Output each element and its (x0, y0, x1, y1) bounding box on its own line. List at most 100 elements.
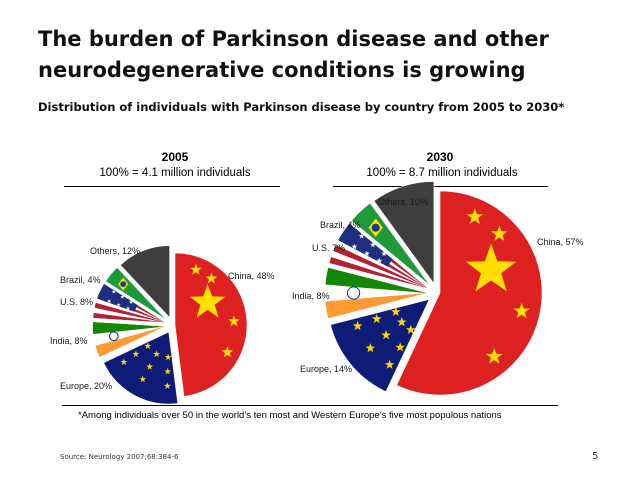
pie-2005-china-small-star (205, 272, 218, 284)
pie-2030-us-star (358, 232, 365, 239)
pie-2030-china-small-star (491, 225, 508, 241)
pie-2005-slice-china (174, 252, 248, 397)
pie-2030-u-s-pattern (329, 223, 429, 289)
pie-2005 (92, 245, 248, 405)
chart-subtitle: Distribution of individuals with Parkins… (38, 100, 565, 114)
pie-2030-india-band (325, 284, 427, 302)
pie-2005-slice-brazil (105, 266, 167, 321)
pie-2030-slice-others (373, 181, 435, 285)
pie-2030-europe-pattern (352, 306, 416, 369)
pie-2005-china-pattern (189, 263, 240, 358)
pie-2005-total: 100% = 4.1 million individuals (99, 167, 251, 179)
pie-2030-us-stripe (333, 245, 429, 289)
pie-2005-us-star (107, 299, 112, 303)
pie-2030-us-star (376, 257, 383, 264)
pie-2030-slice-brazil (351, 202, 431, 286)
pie-2030-label-china: China, 57% (537, 237, 584, 247)
pie-2030-label-europe: Europe, 14% (300, 364, 352, 374)
pie-2005-label-india: India, 8% (50, 336, 88, 346)
pie-2005-india-pattern (92, 321, 165, 358)
pie-2030-year: 2030 (426, 150, 454, 164)
pie-2005-us-star (129, 300, 134, 304)
pie-2030-us-canton (336, 223, 393, 267)
pie-2030-china-small-star (486, 348, 503, 364)
pie-2005-europe-star (139, 375, 147, 383)
pie-2030-india-pattern (325, 267, 427, 319)
pie-2030-europe-star (384, 359, 395, 369)
pie-2030-india-band (325, 293, 427, 319)
pie-2005-slice-europe (103, 331, 179, 405)
pie-2005-europe-star (164, 353, 172, 361)
pie-2030-slice-europe (330, 298, 430, 393)
pie-2005-india-band (93, 326, 165, 346)
footnote: *Among individuals over 50 in the world’… (78, 410, 502, 421)
pie-2005-us-star (120, 294, 125, 299)
pie-2005-us-star (116, 302, 121, 307)
pie-2005-europe-star (120, 358, 128, 365)
pie-2005-europe-star (153, 350, 160, 357)
pie-2030-europe-star (371, 313, 382, 324)
pie-2030-label-others: Others, 10% (378, 197, 428, 207)
pie-2030-us-stripe (329, 256, 429, 289)
pie-2030-europe-star (365, 343, 376, 353)
pie-2030-china-pattern (465, 208, 530, 364)
pie-2005-us-star (125, 306, 130, 311)
pie-2030-china-small-star (513, 302, 530, 319)
pie-2030-brazil-pattern (368, 218, 383, 237)
pie-2030-label-brazil: Brazil, 4% (320, 220, 361, 230)
pie-2030-us-star (351, 243, 358, 250)
pie-2005-brazil-globe (120, 281, 127, 287)
pie-2005-europe-pattern (120, 342, 172, 389)
pie-2005-us-star (111, 289, 116, 294)
pie-2005-rule (64, 186, 280, 187)
pie-2030-label-u-s: U.S. 7% (312, 243, 345, 253)
pie-2030-china-small-star (466, 208, 484, 224)
pie-2030-europe-star (405, 324, 416, 334)
pie-2005-europe-star (146, 363, 154, 370)
pie-2030-us-star (370, 241, 376, 248)
pie-2005-india-band (95, 326, 165, 358)
pie-2005-label-brazil: Brazil, 4% (60, 275, 101, 285)
pie-2030-india-wheel (346, 286, 361, 300)
pie-2005-china-small-star (221, 346, 234, 358)
pie-2030-brazil-globe (371, 223, 380, 232)
pie-2030-us-stripe (335, 239, 429, 289)
pie-2005-us-canton (95, 283, 138, 312)
pie-2005-label-u-s: U.S. 8% (60, 297, 93, 307)
pie-2005-india-band (92, 321, 165, 335)
slide-title: The burden of Parkinson disease and othe… (38, 27, 549, 82)
pie-2005-europe-star (144, 342, 152, 349)
pie-2005-year: 2005 (161, 150, 189, 164)
pie-2005-us-stripe (93, 307, 165, 323)
pie-2005-india-wheel (108, 331, 119, 342)
pie-2005-europe-star (132, 350, 140, 357)
pie-2030-india-band (325, 267, 427, 293)
pie-2005-china-small-star (228, 315, 240, 327)
footnote-rule (62, 405, 558, 406)
pie-2030-rule (333, 186, 548, 187)
pie-2005-europe-star (164, 368, 172, 375)
pie-2030-europe-star (352, 321, 363, 331)
pie-2030-slice-china (396, 190, 543, 396)
pie-2030-europe-star (396, 317, 407, 327)
pie-2005-label-others: Others, 12% (90, 246, 140, 256)
pie-2030-europe-star (391, 306, 401, 316)
pie-2030-label-india: India, 8% (292, 291, 330, 301)
pie-2005-slice-others (119, 245, 170, 319)
pie-2005-brazil-pattern (118, 277, 129, 291)
pie-2005-us-stripe (93, 312, 165, 323)
pie-2030-us-stripe (331, 250, 429, 289)
page-number: 5 (592, 451, 599, 462)
pie-2005-europe-star (164, 382, 171, 389)
pie-2005-u-s-pattern (93, 283, 165, 323)
pie-2030-total: 100% = 8.7 million individuals (366, 167, 518, 179)
pie-2030 (324, 181, 543, 396)
pie-2030-china-big-star (465, 243, 517, 292)
pie-2005-label-europe: Europe, 20% (60, 381, 112, 391)
pie-2030-us-star (363, 250, 370, 257)
pie-2005-china-big-star (189, 283, 226, 318)
source-citation: Source: Neurology 2007;68:384-6 (60, 453, 179, 461)
pie-2005-china-small-star (190, 263, 202, 275)
pie-2030-us-star (381, 250, 387, 257)
